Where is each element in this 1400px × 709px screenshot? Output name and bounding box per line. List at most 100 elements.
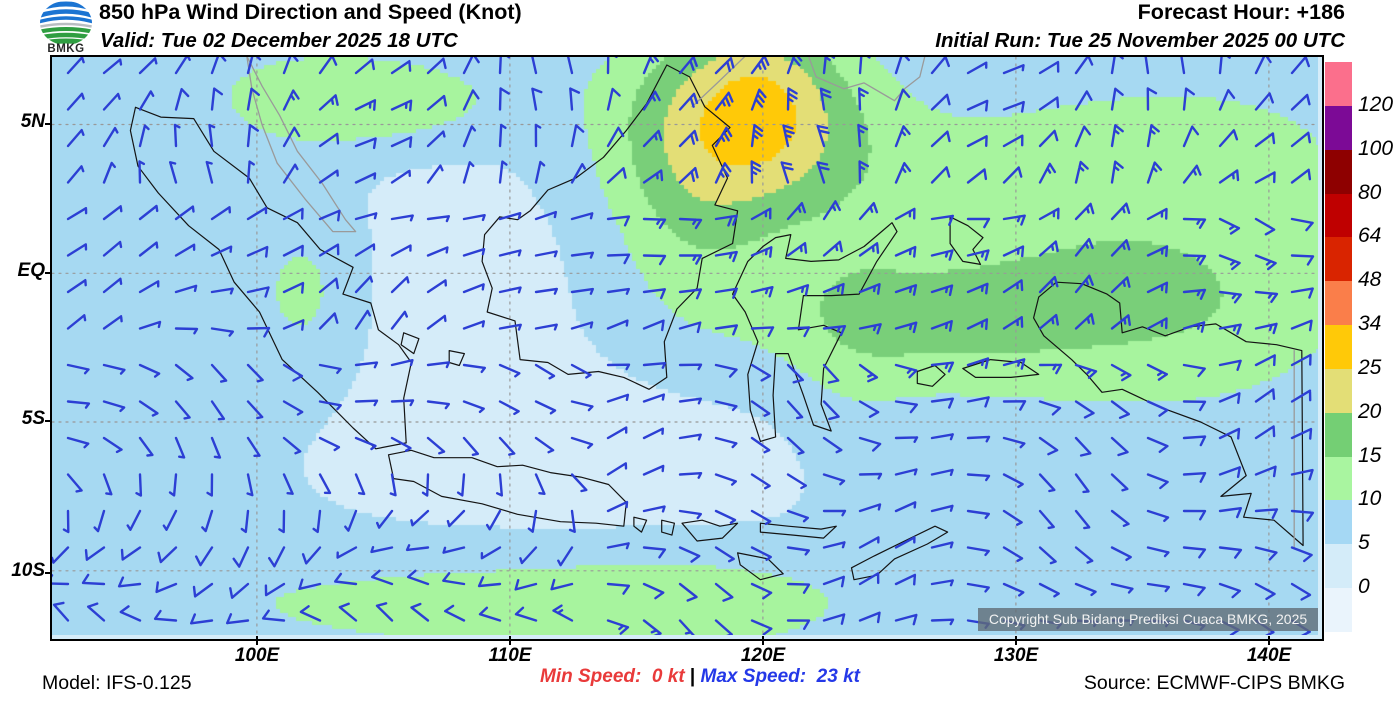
map-overlay: [52, 57, 1318, 635]
wind-barb: [1074, 436, 1092, 457]
wind-barb: [514, 606, 538, 622]
wind-barb: [354, 399, 379, 407]
wind-barb: [930, 130, 951, 148]
wind-barb: [52, 574, 70, 586]
wind-barb: [1110, 239, 1131, 257]
wind-barb: [606, 126, 625, 148]
wind-barb: [570, 436, 594, 449]
wind-barb: [338, 602, 358, 622]
wind-barb: [786, 619, 811, 630]
wind-barb: [354, 361, 379, 369]
wind-barb: [822, 240, 843, 257]
wind-barb: [498, 87, 510, 111]
wind-barb: [318, 436, 341, 452]
wind-barb: [782, 124, 795, 148]
wind-barb: [498, 400, 520, 416]
wind-barb: [822, 325, 847, 337]
wind-barb: [642, 319, 665, 332]
wind-barb: [534, 323, 558, 331]
wind-barb: [1254, 322, 1278, 335]
wind-barb: [318, 363, 342, 374]
wind-barb: [334, 572, 358, 586]
wind-barb: [498, 323, 522, 331]
wind-barb: [246, 245, 269, 258]
wind-barb: [894, 284, 918, 296]
wind-barb: [606, 462, 628, 476]
wind-barb: [678, 363, 703, 371]
wind-barb: [1254, 171, 1276, 184]
wind-barb: [210, 57, 227, 75]
wind-barb: [371, 569, 394, 586]
wind-barb: [1110, 400, 1130, 419]
wind-map-panel: Copyright Sub Bidang Prediksi Cuaca BMKG…: [50, 55, 1324, 641]
wind-barb: [84, 546, 106, 561]
lat-axis-label: 10S: [11, 560, 45, 581]
wind-barb: [1002, 64, 1025, 75]
wind-barb: [714, 509, 737, 524]
wind-barb: [714, 546, 735, 563]
wind-barb: [894, 468, 918, 476]
forecast-hour-label: Forecast Hour: +186: [1137, 0, 1345, 24]
wind-barb: [498, 123, 507, 148]
wind-barb: [858, 242, 880, 257]
lon-axis-tick: [1268, 636, 1270, 645]
wind-barb: [282, 400, 304, 416]
wind-barb: [1182, 546, 1207, 559]
wind-barb: [786, 363, 804, 384]
wind-barb: [1074, 160, 1089, 184]
wind-barb: [456, 473, 466, 497]
wind-barb: [282, 89, 300, 111]
wind-barb: [1002, 279, 1024, 294]
wind-barb: [750, 473, 771, 490]
wind-barb: [1254, 354, 1276, 367]
wind-barb: [858, 202, 879, 221]
wind-barb: [1038, 240, 1059, 257]
wind-barb: [1074, 274, 1094, 294]
wind-barb: [519, 546, 538, 565]
wind-barb: [966, 135, 988, 148]
wind-barb: [642, 393, 665, 403]
wind-barb: [174, 88, 190, 111]
wind-barb: [282, 57, 299, 75]
wind-barb: [966, 473, 991, 482]
wind-barb: [1218, 254, 1241, 271]
wind-barb: [168, 473, 178, 497]
colorbar-segment: [1325, 325, 1352, 369]
coastline-flores: [759, 522, 837, 539]
wind-barb: [498, 249, 522, 257]
wind-barb: [858, 283, 881, 295]
wind-barb: [318, 94, 339, 111]
copyright-overlay: Copyright Sub Bidang Prediksi Cuaca BMKG…: [978, 608, 1318, 631]
wind-barb: [117, 576, 142, 588]
colorbar-tick-label: 34: [1358, 312, 1382, 336]
wind-barb: [822, 57, 836, 75]
wind-barb: [606, 619, 630, 635]
wind-barb: [210, 245, 233, 257]
colorbar-segment: [1325, 456, 1352, 501]
wind-barb: [174, 400, 191, 420]
wind-barb: [966, 61, 988, 75]
wind-barb: [206, 473, 214, 497]
wind-barb: [410, 602, 430, 622]
wind-barb: [135, 473, 143, 497]
wind-barb: [336, 546, 358, 559]
wind-barb: [462, 125, 477, 148]
wind-barb: [66, 128, 85, 148]
wind-barb: [858, 87, 869, 111]
wind-barb: [1290, 168, 1312, 184]
wind-barb: [446, 509, 466, 528]
wind-barb: [678, 509, 702, 520]
wind-barb: [567, 57, 574, 75]
wind-barb: [498, 363, 521, 378]
wind-barb: [102, 92, 121, 111]
wind-barb: [318, 132, 340, 148]
wind-barb: [1038, 313, 1059, 330]
colorbar-tick-label: 64: [1358, 224, 1382, 248]
wind-barb: [1002, 245, 1025, 258]
wind-barb: [426, 130, 446, 148]
wind-barb: [1146, 245, 1169, 258]
wind-barb: [966, 168, 988, 184]
coastline-lombok: [661, 519, 675, 536]
wind-barb: [462, 214, 486, 222]
wind-barb: [390, 136, 413, 148]
